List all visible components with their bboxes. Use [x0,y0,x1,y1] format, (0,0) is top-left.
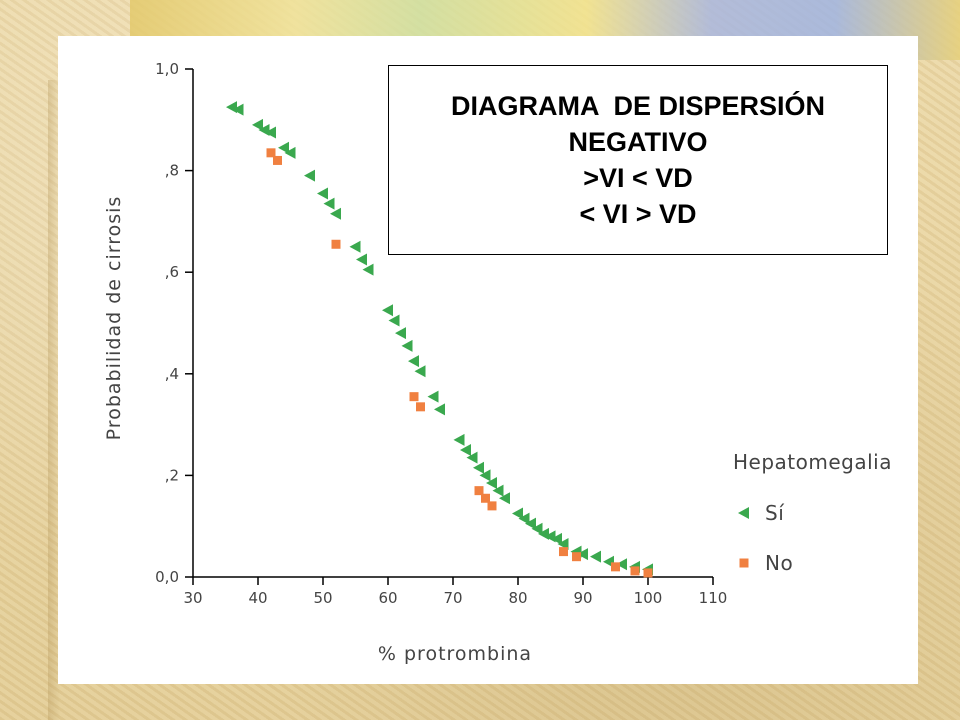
data-point-si [460,444,471,456]
y-tick-label: ,8 [165,162,179,180]
data-point-si [356,253,367,266]
legend-label-si: Sí [765,501,785,525]
data-point-si [518,512,530,525]
legend-title: Hepatomegalia [733,450,892,474]
legend-label-no: No [765,551,793,575]
y-tick-label: ,2 [165,466,179,484]
x-tick-label: 80 [508,589,527,607]
title-line-2: NEGATIVO [568,127,708,157]
data-point-si [226,101,237,114]
x-axis-ticks: 30 40 50 60 70 80 90 100 110 [183,577,727,607]
data-point-si [590,550,601,563]
x-tick-label: 30 [183,589,202,607]
x-tick-label: 70 [443,589,462,607]
data-point-no [474,486,484,496]
chart-title-box: DIAGRAMA DE DISPERSIÓN NEGATIVO >VI < VD… [388,65,888,255]
data-point-no [266,148,276,158]
y-tick-label: 1,0 [155,60,179,78]
data-point-si [388,314,400,327]
data-point-si [616,558,627,571]
data-point-si [453,433,465,446]
legend-marker-si [738,507,749,519]
x-axis-label: % protrombina [378,643,532,665]
data-point-si [278,141,289,154]
x-tick-label: 60 [378,589,397,607]
data-point-si [395,327,406,340]
data-point-no [409,392,419,402]
data-point-si [473,461,484,474]
data-point-si [330,207,341,220]
data-point-si [479,469,491,482]
data-point-si [414,365,426,378]
data-point-si [427,390,439,403]
title-line-4: < VI > VD [579,199,697,229]
data-point-si [551,532,562,545]
x-tick-label: 40 [248,589,267,607]
data-point-no [273,155,282,165]
data-point-si [531,522,543,535]
data-point-si [382,304,393,317]
data-point-si [401,339,413,352]
data-point-si [284,146,296,159]
y-axis-ticks: 0,0 ,2 ,4 ,6 ,8 1,0 [155,60,193,586]
data-point-si [525,517,536,530]
data-point-no [416,402,425,412]
panel-shadow [48,80,60,720]
data-point-si [362,263,374,276]
data-point-si [492,484,504,497]
data-point-si [557,537,569,550]
title-line-3: >VI < VD [583,163,693,193]
title-line-1: DIAGRAMA DE DISPERSIÓN [450,91,826,121]
y-tick-label: 0,0 [155,568,179,586]
data-point-si [232,103,244,116]
legend-marker-no [739,558,749,568]
data-point-si [512,507,523,520]
x-tick-label: 90 [573,589,592,607]
data-point-si [577,548,588,561]
data-point-si [349,240,361,253]
data-point-no [611,562,620,572]
data-point-no [487,501,497,511]
data-point-no [331,239,341,249]
y-axis-label: Probabilidad de cirrosis [103,196,125,441]
data-point-no [572,552,581,562]
data-point-no [643,568,653,578]
data-point-no [481,493,490,503]
data-point-si [265,126,276,139]
data-point-si [434,403,445,416]
legend: Hepatomegalia Sí No [733,450,892,575]
y-tick-label: ,6 [165,263,179,281]
x-tick-label: 100 [634,589,663,607]
data-point-si [466,451,478,464]
x-tick-label: 110 [699,589,728,607]
y-tick-label: ,4 [165,365,179,383]
data-point-si [486,477,497,490]
data-point-no [559,547,568,557]
data-point-si [304,169,315,182]
data-point-si [252,118,263,131]
data-point-si [317,187,328,200]
data-points [226,101,653,578]
data-point-si [408,355,419,368]
data-point-si [499,492,510,505]
data-point-no [630,566,640,576]
x-tick-label: 50 [313,589,332,607]
data-point-si [323,197,335,210]
